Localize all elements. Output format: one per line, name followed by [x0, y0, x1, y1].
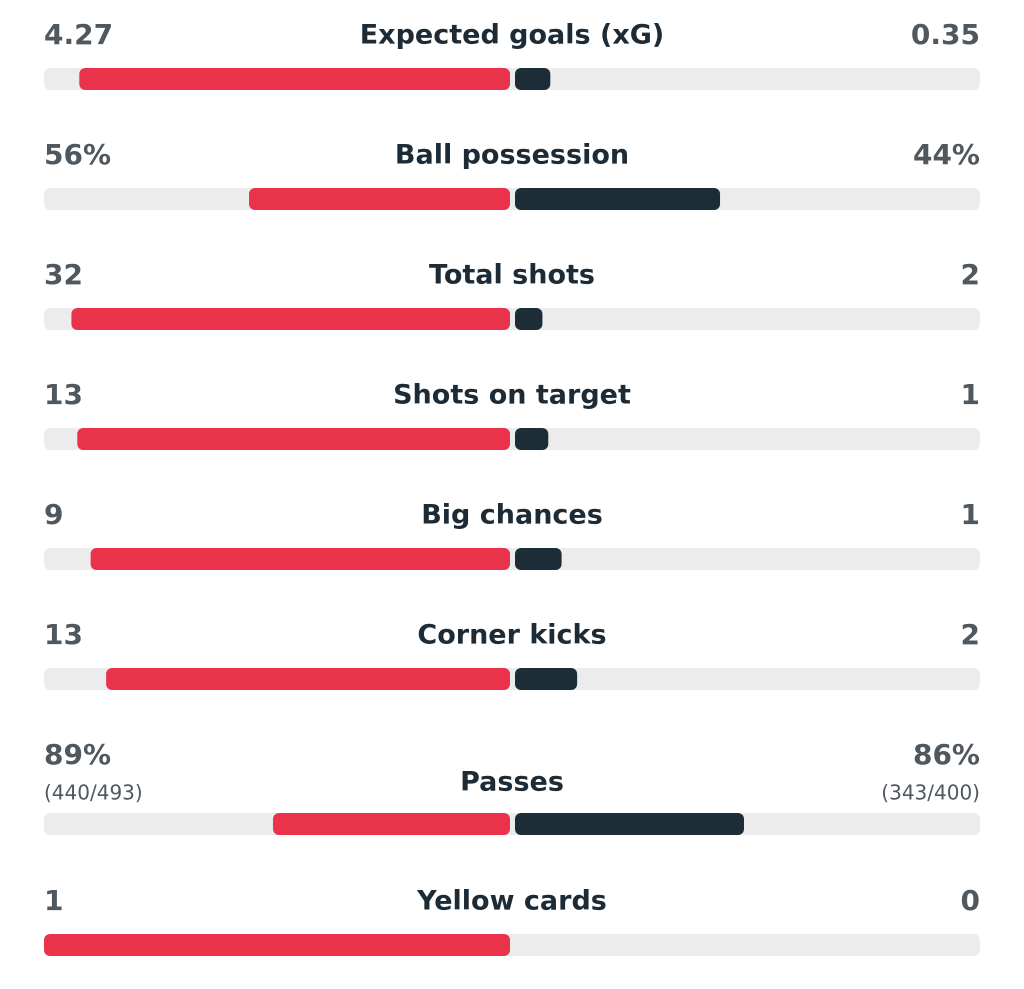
away-value: 0.35	[911, 18, 980, 51]
home-value: 32	[44, 258, 83, 291]
home-value: 1	[44, 884, 63, 917]
away-bar	[515, 668, 578, 690]
away-bar	[515, 188, 721, 210]
home-bar	[79, 68, 510, 90]
away-value: 1	[961, 378, 980, 411]
home-bar	[71, 308, 510, 330]
home-value: 13	[44, 378, 83, 411]
stat-label: Shots on target	[393, 380, 631, 411]
away-bar	[515, 68, 551, 90]
stat-label: Passes	[460, 767, 564, 798]
stat-label: Total shots	[429, 260, 595, 291]
away-bar	[515, 428, 549, 450]
away-bar	[515, 813, 745, 835]
stat-label: Big chances	[421, 500, 603, 531]
away-value: 0	[961, 884, 980, 917]
home-value: 9	[44, 498, 63, 531]
home-value: 4.27	[44, 18, 113, 51]
home-bar	[44, 934, 510, 956]
stat-label: Yellow cards	[416, 886, 607, 917]
stat-label: Corner kicks	[417, 620, 606, 651]
away-value: 44%	[913, 138, 980, 171]
away-detail: (343/400)	[881, 781, 980, 805]
home-bar	[77, 428, 511, 450]
home-detail: (440/493)	[44, 781, 143, 805]
stat-label: Ball possession	[395, 140, 629, 171]
away-value: 86%	[913, 738, 980, 771]
away-value: 1	[961, 498, 980, 531]
home-bar	[106, 668, 510, 690]
home-value: 89%	[44, 738, 111, 771]
home-bar	[90, 548, 510, 570]
bar-track	[44, 813, 980, 835]
away-value: 2	[961, 258, 980, 291]
away-bar	[515, 548, 562, 570]
away-bar	[515, 308, 543, 330]
away-value: 2	[961, 618, 980, 651]
stat-label: Expected goals (xG)	[360, 20, 665, 51]
home-value: 56%	[44, 138, 111, 171]
home-bar	[273, 813, 510, 835]
home-value: 13	[44, 618, 83, 651]
home-bar	[249, 188, 511, 210]
bar-track	[44, 188, 980, 210]
